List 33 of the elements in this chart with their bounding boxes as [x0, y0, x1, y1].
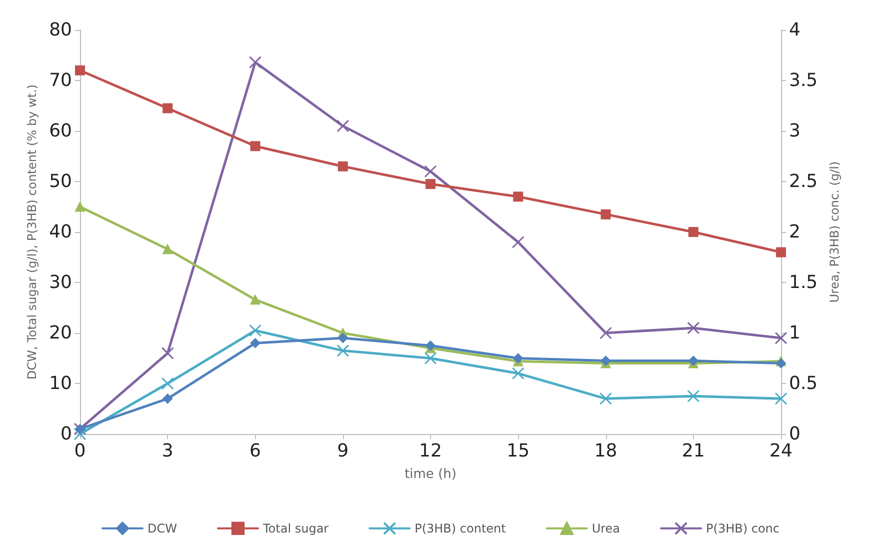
y-tick-label: 20	[49, 322, 72, 344]
y2-tick-label: 1	[789, 322, 800, 344]
x-tick-label: 3	[162, 440, 174, 462]
y2-tick-label: 3	[789, 120, 800, 142]
x-tick-label: 21	[682, 440, 705, 462]
x-tick-label: 0	[74, 440, 86, 462]
legend-label: P(3HB) conc	[706, 521, 780, 536]
x-tick-label: 6	[250, 440, 261, 462]
y-tick-label: 60	[49, 120, 72, 142]
y-tick-label: 50	[49, 171, 72, 192]
y2-tick-label: 2	[789, 222, 800, 242]
legend-label: Urea	[592, 521, 620, 536]
y-tick-label: 0	[60, 424, 72, 444]
x-axis-title: time (h)	[404, 467, 456, 482]
y2-tick-label: 1.5	[789, 272, 818, 293]
x-tick-label: 15	[506, 440, 530, 462]
y-tick-label: 70	[49, 70, 72, 91]
legend-label: DCW	[148, 521, 178, 536]
y-tick-label: 80	[49, 20, 72, 40]
y-tick-label: 10	[49, 373, 72, 394]
y2-tick-label: 3.5	[789, 70, 818, 91]
y-axis-title: DCW, Total sugar (g/l), P(3HB) content (% by wt.)	[25, 84, 40, 380]
legend-label: Total sugar	[262, 521, 329, 536]
y2-tick-label: 4	[789, 20, 800, 40]
y2-tick-label: 2.5	[789, 171, 818, 192]
y-tick-label: 30	[49, 272, 72, 293]
y2-tick-label: 0.5	[789, 373, 818, 394]
y2-axis-title: Urea, P(3HB) conc. (g/l)	[828, 161, 842, 303]
y-tick-label: 40	[49, 222, 72, 242]
x-tick-label: 18	[594, 440, 618, 462]
x-tick-label: 12	[419, 440, 442, 462]
x-tick-label: 9	[337, 440, 349, 462]
legend-label: P(3HB) content	[414, 521, 506, 536]
